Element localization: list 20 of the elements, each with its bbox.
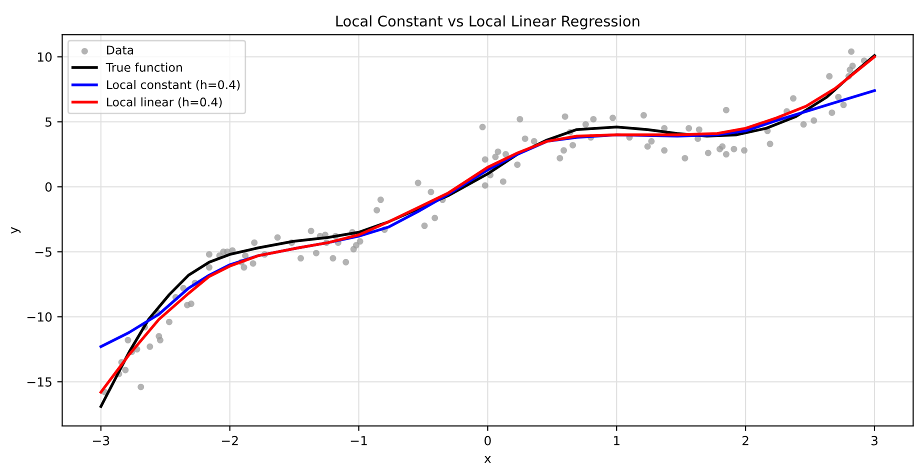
y-tick-label: 10 [38,52,52,62]
y-axis-title: y [11,227,21,234]
x-tick-label: −3 [93,436,110,446]
chart-title: Local Constant vs Local Linear Regression [336,15,640,30]
x-tick-label: 1 [614,436,620,446]
legend-label: Local constant (h=0.4) [107,80,240,91]
y-tick-label: 0 [45,182,52,192]
y-tick-label: −10 [27,312,52,322]
x-tick-label: −1 [350,436,367,446]
legend-label: Data [107,46,134,54]
y-tick-label: −5 [35,247,52,257]
y-tick-label: −15 [27,377,52,387]
legend-label: Local linear (h=0.4) [107,97,222,108]
x-tick-label: 3 [871,436,878,446]
x-axis-title: x [484,456,491,463]
y-tick-label: 5 [46,117,52,127]
legend-label: True function [106,62,182,72]
x-tick-label: −2 [222,436,238,446]
x-tick-label: 0 [484,436,491,446]
x-tick-label: 2 [742,436,748,446]
